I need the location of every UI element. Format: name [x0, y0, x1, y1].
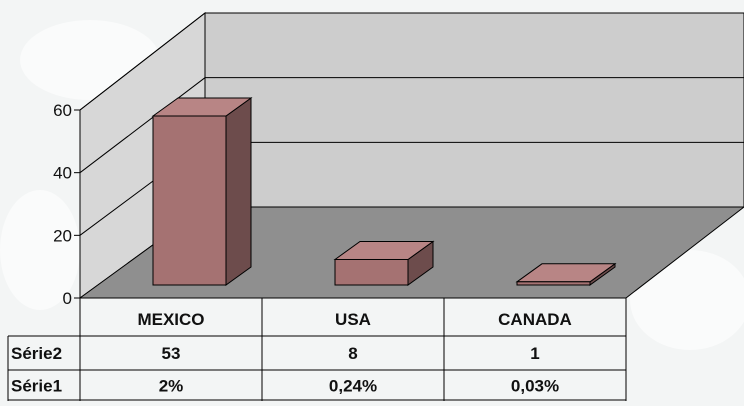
data-label: 0,24%: [329, 377, 377, 396]
series-label: Série2: [11, 344, 62, 363]
category-label: MEXICO: [137, 310, 204, 329]
bar-front: [516, 281, 591, 286]
y-tick-label: 60: [53, 101, 72, 120]
bar-mexico: [151, 97, 253, 286]
data-table: MEXICO USA CANADA Série2 53 8 1 Série1 2% 0,24% 0,…: [7, 297, 627, 401]
gridline: [79, 77, 744, 174]
bar-side: [225, 97, 252, 286]
category-label: USA: [335, 310, 371, 329]
y-tick-label: 40: [53, 164, 72, 183]
category-label: CANADA: [498, 310, 572, 329]
bar-front: [334, 258, 409, 286]
data-label: 8: [348, 344, 357, 363]
back-wall: [204, 12, 744, 208]
y-tick-label: 20: [53, 226, 72, 245]
series-label: Série1: [11, 377, 62, 396]
y-tick-label: 0: [63, 289, 72, 308]
data-label: 2%: [159, 377, 184, 396]
data-label: 1: [530, 344, 539, 363]
bar-usa: [333, 240, 435, 286]
y-axis-ticks: 0 20 40 60: [53, 101, 80, 308]
bars: [151, 97, 617, 286]
data-label: 53: [162, 344, 181, 363]
data-label: 0,03%: [511, 377, 559, 396]
bar-front: [152, 115, 227, 286]
gridline: [79, 12, 744, 111]
bar-canada: [515, 262, 617, 286]
